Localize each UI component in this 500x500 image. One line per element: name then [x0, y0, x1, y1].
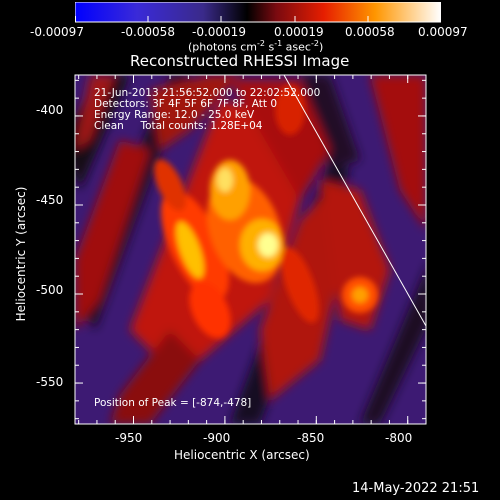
colorbar — [75, 2, 441, 23]
colorbar-tick-1: -0.00097 — [30, 25, 84, 39]
y-axis-label: Heliocentric Y (arcsec) — [14, 186, 28, 322]
colorbar-gradient — [75, 2, 441, 23]
peak-position-text: Position of Peak = [-874,-478] — [94, 397, 252, 409]
y-tick-label: -400 — [36, 103, 64, 117]
x-tick-label: -850 — [297, 431, 325, 445]
solar-limb-line — [283, 75, 426, 327]
x-tick-label: -900 — [203, 431, 231, 445]
info-line-detectors: Detectors: 3F 4F 5F 6F 7F 8F, Att 0 — [94, 98, 278, 110]
axis-tick-marks — [75, 75, 427, 424]
plot-frame — [74, 74, 427, 425]
rhessi-image — [75, 75, 426, 424]
colorbar-tick-2: -0.00058 — [121, 25, 175, 39]
info-line-energy: Energy Range: 12.0 - 25.0 keV — [94, 109, 255, 121]
footer-timestamp: 14-May-2022 21:51 — [352, 481, 480, 496]
x-axis-label: Heliocentric X (arcsec) — [174, 448, 310, 462]
colorbar-tick-5: 0.00058 — [345, 25, 395, 39]
y-tick-label: -450 — [36, 193, 64, 207]
info-line-time: 21-Jun-2013 21:56:52.000 to 22:02:52.000 — [94, 87, 321, 99]
colorbar-tick-4: 0.00019 — [274, 25, 324, 39]
x-tick-label: -950 — [115, 431, 143, 445]
colorbar-tick-3: -0.00019 — [192, 25, 246, 39]
colorbar-tick-6: 0.00097 — [418, 25, 468, 39]
y-tick-label: -550 — [36, 375, 64, 389]
y-tick-label: -500 — [36, 283, 64, 297]
plot-title: Reconstructed RHESSI Image — [130, 52, 350, 70]
info-line-clean: Clean Total counts: 1.28E+04 — [94, 120, 263, 132]
x-tick-label: -800 — [385, 431, 413, 445]
colorbar-units: (photons cm-2 s-1 asec-2) — [188, 39, 324, 54]
